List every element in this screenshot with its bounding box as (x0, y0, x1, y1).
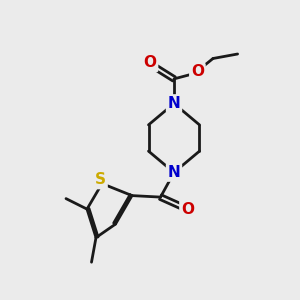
Text: N: N (168, 165, 180, 180)
Text: N: N (168, 96, 180, 111)
Text: S: S (95, 172, 106, 188)
Text: O: O (181, 202, 194, 217)
Text: O: O (143, 56, 157, 70)
Text: O: O (191, 64, 204, 80)
